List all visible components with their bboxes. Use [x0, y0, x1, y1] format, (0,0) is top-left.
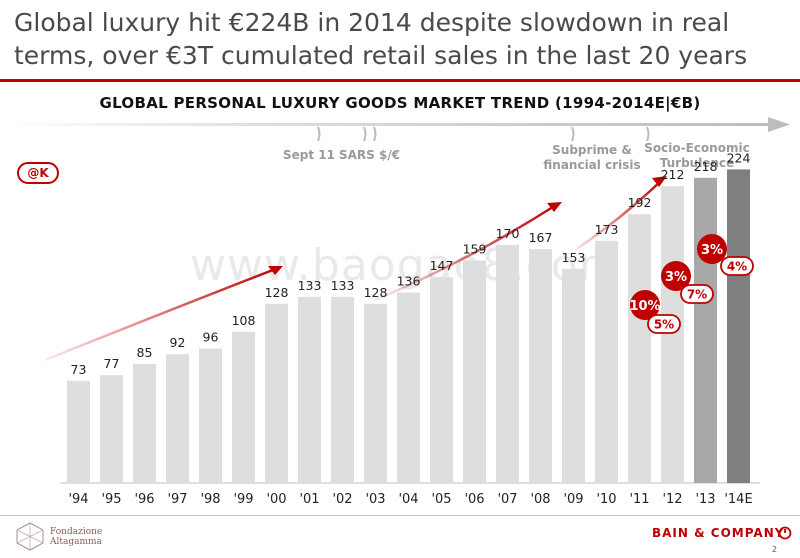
bar-13	[496, 245, 519, 483]
bar-15	[562, 268, 585, 483]
growth-badge-filled-2	[697, 234, 727, 264]
x-tick-17: '11	[629, 492, 649, 507]
bar-19	[694, 177, 717, 484]
value-label-10: 136	[397, 274, 421, 289]
event-socio-economic: Socio-Economic Turbulence	[644, 141, 750, 170]
bar-8	[331, 296, 354, 483]
growth-badge-filled-label-0: 10%	[629, 299, 660, 314]
bar-1	[100, 375, 123, 483]
x-tick-2: '96	[134, 492, 154, 507]
event-subprime: Subprime & financial crisis	[543, 143, 641, 172]
x-tick-5: '99	[233, 492, 253, 507]
value-label-19: 218	[694, 159, 718, 174]
x-tick-7: '01	[299, 492, 319, 507]
page-number: 2	[772, 545, 778, 554]
value-label-17: 192	[628, 195, 652, 210]
growth-badge-outlined-1	[680, 284, 714, 304]
source-badge: @K	[17, 162, 59, 184]
bar-18	[661, 186, 684, 483]
altagamma-icon	[16, 522, 44, 551]
bar-3	[166, 354, 189, 483]
altagamma-line1: Fondazione	[50, 527, 103, 537]
bar-7	[298, 296, 321, 483]
bar-12	[463, 260, 486, 483]
value-label-9: 128	[364, 285, 388, 300]
growth-badge-outlined-label-1: 7%	[687, 288, 707, 302]
value-label-0: 73	[71, 362, 87, 377]
value-label-6: 128	[265, 285, 289, 300]
bain-logo-text: BAIN & COMPANY	[652, 526, 785, 540]
bar-17	[628, 214, 651, 483]
growth-badge-outlined-label-2: 4%	[727, 260, 747, 274]
x-tick-19: '13	[695, 492, 715, 507]
value-label-12: 159	[463, 241, 487, 256]
value-label-5: 108	[232, 313, 256, 328]
value-label-7: 133	[298, 278, 322, 293]
bars: 73 '94 77 '95 85 '96 92 '97 96 '98 108 '99 128 '00 133…	[67, 150, 753, 507]
x-tick-1: '95	[101, 492, 121, 507]
timeline-arrow	[0, 117, 790, 142]
x-tick-8: '02	[332, 492, 352, 507]
altagamma-line2: Altagamma	[50, 537, 102, 547]
growth-arrows	[44, 176, 667, 362]
value-label-20: 224	[727, 150, 751, 165]
value-label-15: 153	[562, 250, 586, 265]
chart-title: GLOBAL PERSONAL LUXURY GOODS MARKET TREN…	[99, 94, 701, 112]
x-tick-16: '10	[596, 492, 616, 507]
x-tick-15: '09	[563, 492, 583, 507]
bar-2	[133, 364, 156, 483]
bar-4	[199, 348, 222, 483]
value-label-14: 167	[529, 230, 553, 245]
bar-9	[364, 303, 387, 483]
x-tick-14: '08	[530, 492, 550, 507]
value-label-2: 85	[137, 345, 153, 360]
footer-divider	[0, 515, 800, 516]
value-label-8: 133	[331, 278, 355, 293]
bar-6	[265, 303, 288, 483]
x-tick-3: '97	[167, 492, 187, 507]
bar-0	[67, 380, 90, 483]
bar-11	[430, 277, 453, 483]
x-tick-11: '05	[431, 492, 451, 507]
bar-5	[232, 331, 255, 483]
growth-badge-filled-label-1: 3%	[665, 270, 687, 285]
value-label-18: 212	[661, 167, 685, 182]
value-label-16: 173	[595, 222, 619, 237]
x-tick-20: '14E	[724, 492, 752, 507]
bain-logo: BAIN & COMPANY	[652, 526, 792, 540]
value-label-3: 92	[170, 335, 186, 350]
x-tick-6: '00	[266, 492, 286, 507]
bar-14	[529, 249, 552, 483]
x-tick-13: '07	[497, 492, 517, 507]
growth-badge-outlined-label-0: 5%	[654, 318, 674, 332]
page-title: Global luxury hit €224B in 2014 despite …	[14, 8, 748, 70]
x-tick-0: '94	[68, 492, 88, 507]
bar-10	[397, 292, 420, 483]
bain-circle-icon	[778, 526, 792, 540]
growth-badge-filled-0	[630, 290, 660, 320]
title-divider	[0, 79, 800, 82]
event-sept11: Sept 11	[283, 148, 335, 162]
x-tick-18: '12	[662, 492, 682, 507]
value-label-11: 147	[430, 258, 454, 273]
event-sars: SARS $/€	[339, 148, 401, 162]
x-tick-10: '04	[398, 492, 418, 507]
value-label-13: 170	[496, 226, 520, 241]
value-label-1: 77	[104, 356, 120, 371]
growth-badge-filled-1	[661, 261, 691, 291]
x-tick-9: '03	[365, 492, 385, 507]
x-tick-4: '98	[200, 492, 220, 507]
growth-badge-outlined-2	[720, 256, 754, 276]
growth-badge-outlined-0	[647, 314, 681, 334]
bar-20	[727, 169, 750, 483]
bar-16	[595, 240, 618, 483]
growth-annotations: 10% 3% 3% 5% 7% 4%	[629, 234, 754, 334]
value-label-4: 96	[203, 330, 219, 345]
x-tick-12: '06	[464, 492, 484, 507]
growth-badge-filled-label-2: 3%	[701, 243, 723, 258]
